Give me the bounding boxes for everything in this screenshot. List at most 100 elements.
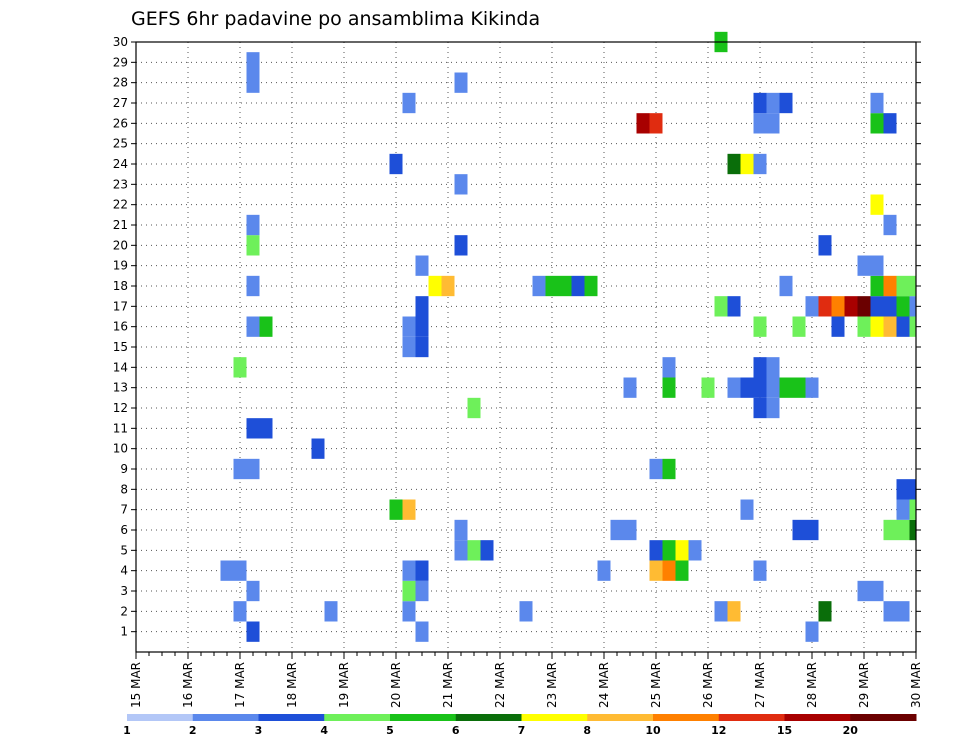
precip-cell [831,316,845,337]
colorbar-label: 7 [518,724,526,737]
precip-cell [311,438,325,459]
precip-cell [766,113,780,134]
precip-cell [597,560,611,581]
precip-cell [870,113,884,134]
precip-cell [454,174,468,195]
precip-cell [246,72,260,93]
precip-cell [883,214,897,236]
y-tick-label: 29 [113,55,128,69]
colorbar-segment [258,714,325,721]
colorbar-segment [784,714,851,721]
precip-cell [740,377,754,398]
precip-cell [805,296,819,317]
precip-cell [870,296,884,317]
precip-cell [675,560,689,581]
y-tick-label: 1 [120,625,128,639]
y-tick-label: 26 [113,116,128,130]
precip-cell [246,458,260,480]
y-tick-label: 27 [113,96,128,110]
precip-cell [727,296,741,317]
colorbar-segment [653,714,720,721]
precip-cell [753,397,767,419]
precip-cell [324,601,338,622]
precip-cell [727,153,741,175]
x-tick-label: 22 MAR [493,662,507,708]
y-tick-label: 14 [113,360,128,374]
y-tick-label: 2 [120,604,128,618]
precip-cell [675,540,689,561]
precip-cell [233,357,247,378]
y-tick-label: 24 [113,157,128,171]
colorbar-segment [850,714,917,721]
colorbar-segment [127,714,194,721]
precip-cell [623,519,637,541]
colorbar-label: 3 [255,724,263,737]
y-tick-label: 12 [113,401,128,415]
precip-cell [389,153,403,175]
precip-cell [246,580,260,602]
colorbar-segment [324,714,391,721]
precip-cell [792,377,806,398]
colorbar-label: 1 [123,724,131,737]
y-tick-label: 21 [113,218,128,232]
precip-cell [246,275,260,297]
precip-cell [909,519,916,541]
precip-cell [753,113,767,134]
y-tick-label: 22 [113,198,128,212]
precip-cell [896,601,910,622]
precip-cell [896,316,910,337]
precip-cell [246,621,260,642]
x-tick-label: 21 MAR [441,662,455,708]
colorbar-label: 4 [320,724,328,737]
precip-cell [662,377,676,398]
precip-cell [857,255,871,276]
precip-cell [246,316,260,337]
precip-cell [857,580,871,602]
precip-cell [480,540,494,561]
precip-cell [246,418,260,439]
precip-cell [454,540,468,561]
precip-cell [662,357,676,378]
precip-cell [896,296,910,317]
colorbar-label: 12 [711,724,726,737]
colorbar-segment [192,714,259,721]
precip-cell [415,560,429,581]
colorbar-label: 5 [386,724,394,737]
y-tick-label: 20 [113,238,128,252]
precip-cell [779,92,793,114]
precip-cell [415,296,429,317]
precip-cell [740,499,754,520]
precip-cell [909,479,916,500]
precip-cell [753,560,767,581]
precip-cell [766,377,780,398]
precip-cell [441,275,455,297]
precip-cell [246,52,260,73]
precip-cell [753,316,767,337]
precip-cell [402,580,416,602]
precip-cell [415,316,429,337]
precip-cell [623,377,637,398]
precip-cell [259,418,273,439]
x-tick-label: 27 MAR [753,662,767,708]
precip-cell [467,397,481,419]
precip-cell [779,377,793,398]
precip-cell [883,275,897,297]
precip-cell [467,540,481,561]
precip-cell [766,397,780,419]
precip-cell [831,296,845,317]
precip-cell [792,316,806,337]
precip-cell [818,235,832,256]
colorbar-segment [587,714,654,721]
colorbar-label: 20 [843,724,859,737]
precip-cell [753,377,767,398]
colorbar-label: 6 [452,724,460,737]
precip-cell [584,275,598,297]
y-tick-label: 9 [120,462,128,476]
precip-cell [415,580,429,602]
y-tick-label: 6 [120,523,128,537]
y-tick-label: 16 [113,320,128,334]
colorbar-label: 10 [645,724,661,737]
precip-cell [662,560,676,581]
precip-cell [779,275,793,297]
precip-cell [649,458,663,480]
